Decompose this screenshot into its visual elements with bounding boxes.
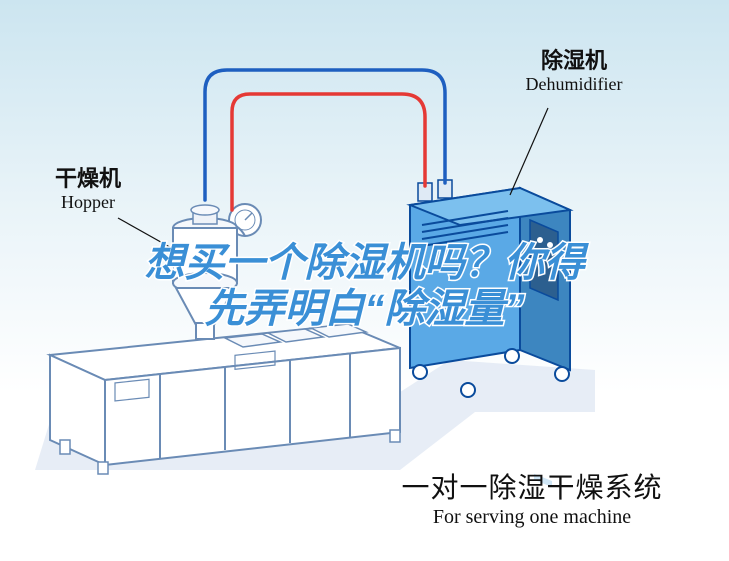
caption-cn: 一对一除湿干燥系统 <box>362 466 702 506</box>
main-caption: 一对一除湿干燥系统 For serving one machine <box>362 466 702 529</box>
leader-dehumidifier <box>510 108 548 195</box>
caption-en: For serving one machine <box>362 506 702 529</box>
overlay-text: 想买一个除湿机吗？你得 先弄明白“除湿量” <box>0 240 729 332</box>
overlay-line1: 想买一个除湿机吗？你得 <box>0 240 729 286</box>
label-dehumidifier: 除湿机 Dehumidifier <box>474 48 674 96</box>
label-hopper-cn: 干燥机 <box>28 166 148 192</box>
label-dehumidifier-en: Dehumidifier <box>474 74 674 96</box>
label-hopper-en: Hopper <box>28 192 148 214</box>
label-dehumidifier-cn: 除湿机 <box>474 48 674 74</box>
label-hopper: 干燥机 Hopper <box>28 166 148 214</box>
pipe-red <box>232 94 425 210</box>
overlay-line2: 先弄明白“除湿量” <box>0 286 729 332</box>
pipe-blue <box>205 70 445 200</box>
